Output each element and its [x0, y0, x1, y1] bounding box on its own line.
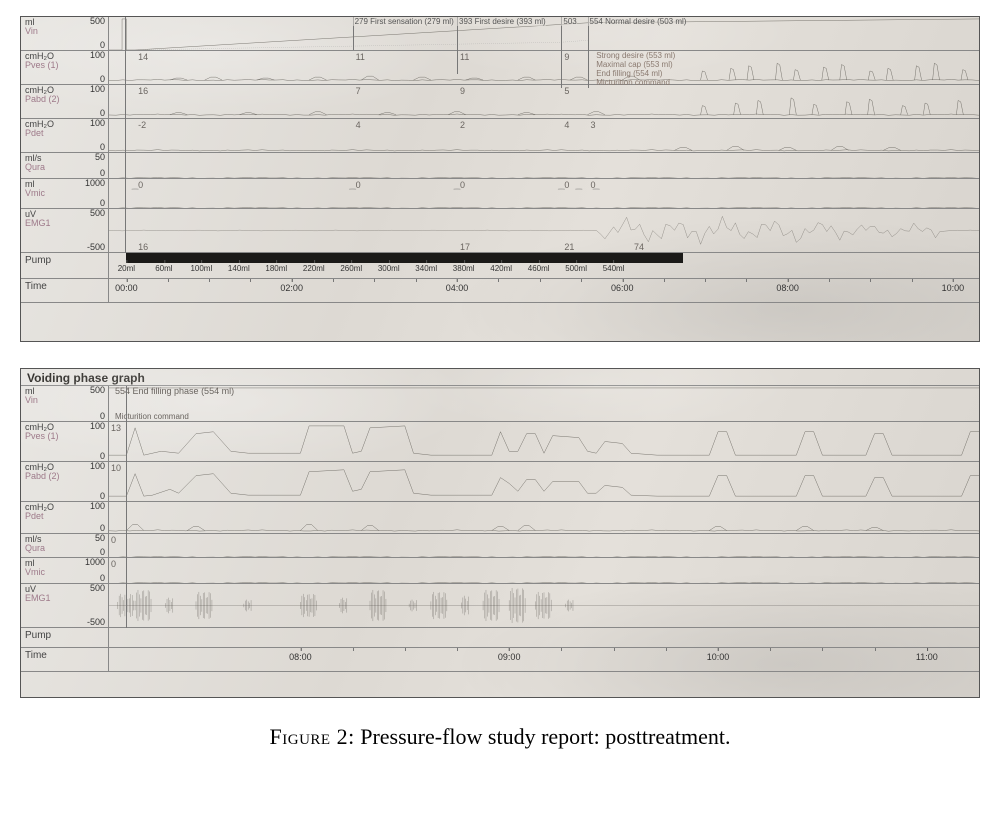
pump-tick: 300ml [378, 264, 400, 273]
channel-plot [109, 584, 979, 627]
time-tick: 08:00 [776, 283, 799, 293]
channel-label: mlVmic 10000 [21, 179, 109, 208]
channel-label: cmH₂OPves (1) 1000 [21, 422, 109, 461]
channel-label: ml/sQura 500 [21, 534, 109, 557]
channel-label: cmH₂OPabd (2) 1000 [21, 462, 109, 501]
channel-label: mlVmic 10000 [21, 558, 109, 583]
channel-label: uVEMG1 500-500 [21, 209, 109, 252]
voiding-phase-chart: Voiding phase graph mlVin 5000554 End fi… [20, 368, 980, 698]
channel-vmic: mlVmic 100000 [21, 558, 979, 584]
time-axis-ticks: 08:00 09:00 10:00 11:00 [109, 648, 979, 671]
pump-axis-ticks: 20ml 60ml 100ml 140ml 180ml 220ml 260ml 300ml 34… [109, 253, 979, 278]
time-tick: 11:00 [916, 652, 938, 662]
figure-text: Pressure-flow study report: posttreatmen… [360, 724, 730, 749]
pump-axis-label: Pump [21, 253, 109, 278]
channel-label: mlVin 5000 [21, 17, 109, 50]
pump-axis-row: Pump [21, 628, 979, 648]
channel-pves: cmH₂OPves (1) 1000 [21, 51, 979, 85]
channel-plot [109, 179, 979, 208]
channel-pdet: cmH₂OPdet 1000 [21, 119, 979, 153]
pump-tick: 140ml [228, 264, 250, 273]
time-tick: 04:00 [446, 283, 469, 293]
channel-plot: 10 [109, 462, 979, 501]
channel-label: cmH₂OPves (1) 1000 [21, 51, 109, 84]
channel-plot [109, 85, 979, 118]
channels-container: mlVin 5000cmH₂OPves (1) 1000cmH₂OPabd (2… [21, 17, 979, 303]
pump-tick: 100ml [190, 264, 212, 273]
pump-axis-ticks [109, 628, 979, 647]
time-tick: 02:00 [280, 283, 303, 293]
channel-plot [109, 119, 979, 152]
channel-plot: 13 [109, 422, 979, 461]
pump-tick: 420ml [490, 264, 512, 273]
channel-label: cmH₂OPdet 1000 [21, 502, 109, 533]
time-axis-row: Time 00:00 02:00 04:00 06:00 08:00 10:00 [21, 279, 979, 303]
channel-vin: mlVin 5000 [21, 17, 979, 51]
channels-container: mlVin 5000554 End filling phase (554 ml)… [21, 386, 979, 672]
time-axis-row: Time 08:00 09:00 10:00 11:00 [21, 648, 979, 672]
time-tick: 10:00 [707, 652, 730, 662]
pump-tick: 540ml [603, 264, 625, 273]
pump-tick: 340ml [415, 264, 437, 273]
filling-phase-chart: mlVin 5000cmH₂OPves (1) 1000cmH₂OPabd (2… [20, 16, 980, 342]
time-tick: 09:00 [498, 652, 521, 662]
pump-tick: 20ml [118, 264, 135, 273]
pump-tick: 260ml [340, 264, 362, 273]
channel-qura: ml/sQura 5000 [21, 534, 979, 558]
pump-tick: 220ml [303, 264, 325, 273]
pump-axis-row: Pump 20ml 60ml 100ml 140ml 180ml 220ml 260ml 300… [21, 253, 979, 279]
channel-plot [109, 153, 979, 178]
channel-vmic: mlVmic 10000 [21, 179, 979, 209]
figure-caption: Figure 2: Pressure-flow study report: po… [20, 724, 980, 750]
pump-axis-label: Pump [21, 628, 109, 647]
channel-plot [109, 17, 979, 50]
panel-b-title: Voiding phase graph [21, 369, 979, 386]
time-axis-ticks: 00:00 02:00 04:00 06:00 08:00 10:00 [109, 279, 979, 302]
time-tick: 10:00 [942, 283, 965, 293]
time-tick: 06:00 [611, 283, 634, 293]
figure-label: Figure 2: [270, 724, 355, 749]
channel-qura: ml/sQura 500 [21, 153, 979, 179]
channel-plot: 554 End filling phase (554 ml)Micturitio… [109, 386, 979, 421]
channel-plot: 0 [109, 534, 979, 557]
channel-label: cmH₂OPabd (2) 1000 [21, 85, 109, 118]
pump-tick: 180ml [265, 264, 287, 273]
time-axis-label: Time [21, 648, 109, 671]
time-tick: 00:00 [115, 283, 138, 293]
channel-pves: cmH₂OPves (1) 100013 [21, 422, 979, 462]
channel-pabd: cmH₂OPabd (2) 100010 [21, 462, 979, 502]
channel-pdet: cmH₂OPdet 1000 [21, 502, 979, 534]
channel-plot [109, 51, 979, 84]
pump-tick: 460ml [528, 264, 550, 273]
channel-plot [109, 502, 979, 533]
channel-label: cmH₂OPdet 1000 [21, 119, 109, 152]
pump-tick: 60ml [155, 264, 172, 273]
time-tick: 08:00 [289, 652, 312, 662]
channel-emg1: uVEMG1 500-500 [21, 209, 979, 253]
channel-label: ml/sQura 500 [21, 153, 109, 178]
channel-pabd: cmH₂OPabd (2) 1000 [21, 85, 979, 119]
channel-label: uVEMG1 500-500 [21, 584, 109, 627]
channel-vin: mlVin 5000554 End filling phase (554 ml)… [21, 386, 979, 422]
pump-tick: 380ml [453, 264, 475, 273]
time-axis-label: Time [21, 279, 109, 302]
pump-run-bar [126, 253, 683, 263]
channel-emg1: uVEMG1 500-500 [21, 584, 979, 628]
channel-plot [109, 209, 979, 252]
channel-plot: 0 [109, 558, 979, 583]
pump-tick: 500ml [565, 264, 587, 273]
channel-label: mlVin 5000 [21, 386, 109, 421]
